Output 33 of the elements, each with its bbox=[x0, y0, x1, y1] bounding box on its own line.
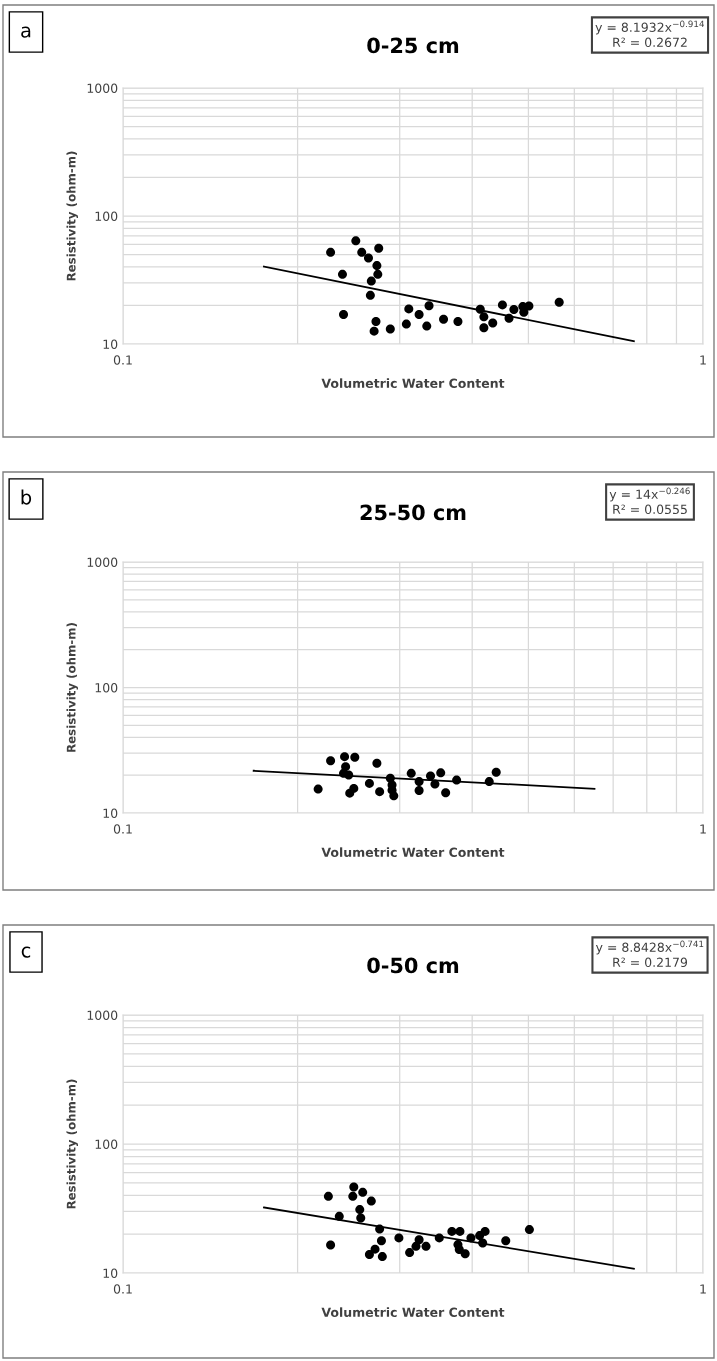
x-axis-title: Volumetric Water Content bbox=[321, 378, 505, 388]
y-tick-label: 100 bbox=[95, 682, 118, 693]
y-tick-label: 1000 bbox=[87, 557, 118, 567]
y-tick-label: 10 bbox=[103, 339, 118, 349]
text: y = 14x$^{−0.246}$ bbox=[609, 487, 690, 502]
text: a bbox=[21, 26, 31, 38]
x-tick-label: 0.1 bbox=[113, 355, 132, 365]
y-axis-title: Resistivity (ohm-m) bbox=[66, 623, 78, 752]
chart-title: 25-50 cm bbox=[360, 504, 466, 521]
text: c bbox=[21, 946, 31, 958]
y-tick-label: 100 bbox=[95, 1139, 118, 1149]
x-tick-label: 1 bbox=[700, 824, 706, 834]
x-axis-title: Volumetric Water Content bbox=[321, 1307, 505, 1317]
y-axis-title: Resistivity (ohm-m) bbox=[66, 1079, 78, 1209]
y-axis-title: Resistivity (ohm-m) bbox=[66, 151, 78, 281]
y-tick-label: 10 bbox=[103, 1268, 118, 1278]
text: R² = 0.2672 bbox=[613, 37, 687, 48]
x-tick-label: 1 bbox=[700, 355, 706, 365]
y-tick-label: 1000 bbox=[87, 83, 118, 93]
text: b bbox=[21, 489, 32, 505]
text: y = 8.1932x$^{−0.914}$ bbox=[595, 20, 705, 35]
x-tick-label: 1 bbox=[700, 1284, 706, 1294]
y-tick-label: 10 bbox=[103, 808, 118, 818]
y-tick-label: 1000 bbox=[87, 1010, 118, 1020]
x-tick-label: 0.1 bbox=[113, 1284, 132, 1294]
y-tick-label: 100 bbox=[95, 211, 118, 221]
chart-title: 0-25 cm bbox=[367, 37, 459, 54]
text: R² = 0.0555 bbox=[613, 504, 687, 515]
chart-title: 0-50 cm bbox=[367, 957, 459, 974]
text: y = 8.8428x$^{−0.741}$ bbox=[595, 940, 704, 955]
text: R² = 0.2179 bbox=[613, 957, 688, 968]
x-axis-title: Volumetric Water Content bbox=[321, 847, 505, 857]
x-tick-label: 0.1 bbox=[113, 824, 132, 834]
